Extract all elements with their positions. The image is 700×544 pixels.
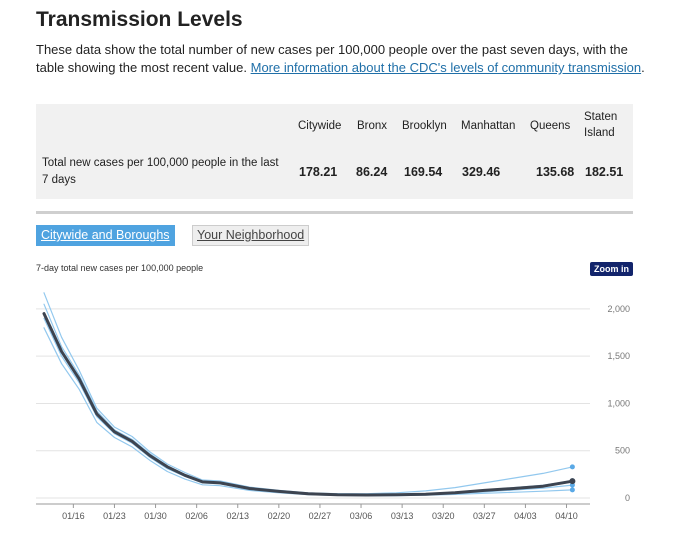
y-tick-label: 1,500 xyxy=(607,351,630,361)
cell-brooklyn: 169.54 xyxy=(404,165,443,179)
y-tick-label: 500 xyxy=(615,446,630,456)
col-header-bronx: Bronx xyxy=(357,120,388,132)
x-tick-label: 04/03 xyxy=(514,511,537,521)
x-tick-label: 02/06 xyxy=(185,511,208,521)
cell-bronx: 86.24 xyxy=(356,165,388,179)
series-line-bronx xyxy=(43,327,574,497)
x-tick-label: 01/16 xyxy=(62,511,85,521)
plot-area xyxy=(36,286,590,504)
y-tick-label: 2,000 xyxy=(607,304,630,314)
chart-y-title: 7-day total new cases per 100,000 people xyxy=(36,263,204,273)
x-tick-label: 03/27 xyxy=(473,511,496,521)
x-tick-label: 02/13 xyxy=(226,511,249,521)
series-end-point-bronx xyxy=(569,487,575,493)
x-tick-label: 02/27 xyxy=(309,511,332,521)
x-tick-label: 04/10 xyxy=(555,511,578,521)
page-title: Transmission Levels xyxy=(36,8,243,31)
transmission-table: Citywide Bronx Brooklyn Manhattan Queens… xyxy=(36,104,633,199)
col-header-manhattan: Manhattan xyxy=(461,120,516,132)
cdc-levels-link[interactable]: More information about the CDC's levels … xyxy=(250,60,642,75)
tab-your-neighborhood[interactable]: Your Neighborhood xyxy=(192,225,310,246)
x-tick-label: 01/30 xyxy=(144,511,167,521)
tab-citywide-boroughs[interactable]: Citywide and Boroughs xyxy=(36,225,175,246)
series-line-citywide xyxy=(42,312,574,497)
x-tick-label: 03/13 xyxy=(391,511,414,521)
x-tick-label: 01/23 xyxy=(103,511,126,521)
series-end-point-manhattan xyxy=(569,464,575,470)
description-text: These data show the total number of new … xyxy=(36,42,628,75)
cell-manhattan: 329.46 xyxy=(462,165,501,179)
col-header-citywide: Citywide xyxy=(298,120,342,132)
col-header-brooklyn: Brooklyn xyxy=(402,120,447,132)
x-tick-label: 03/20 xyxy=(432,511,455,521)
series-end-point-citywide xyxy=(569,478,576,485)
x-tick-label: 03/06 xyxy=(350,511,373,521)
cases-line-chart: 0 500 1,000 1,500 2,000 01/16 01/23 01/30 02/06 0… xyxy=(36,286,630,521)
zoom-in-button[interactable]: Zoom in xyxy=(590,262,633,276)
cell-queens: 135.68 xyxy=(536,165,575,179)
description-end: . xyxy=(641,60,645,75)
y-tick-label: 0 xyxy=(625,493,630,503)
cell-citywide: 178.21 xyxy=(299,165,338,179)
col-header-staten-island: Staten Island xyxy=(584,111,618,139)
row-label: Total new cases per 100,000 people in th… xyxy=(42,157,279,186)
y-tick-label: 1,000 xyxy=(607,398,630,408)
col-header-queens: Queens xyxy=(530,120,571,132)
divider xyxy=(36,211,633,214)
x-tick-label: 02/20 xyxy=(268,511,291,521)
cell-staten-island: 182.51 xyxy=(585,165,624,179)
description: These data show the total number of new … xyxy=(36,41,656,77)
